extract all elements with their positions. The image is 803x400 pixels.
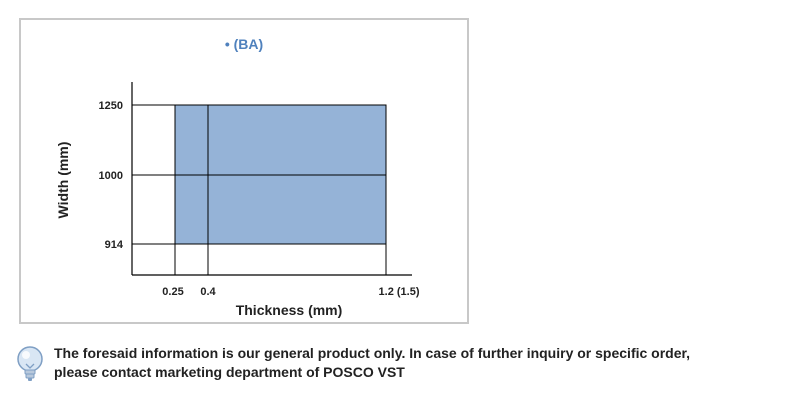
note-line-1: The foresaid information is our general … <box>54 345 691 361</box>
chart-panel: • (BA) 914 1000 1250 0.25 0.4 1.2 (1.5) Thickne… <box>19 18 469 324</box>
y-tick-label: 1250 <box>99 100 123 112</box>
chart-title: • (BA) <box>225 36 263 52</box>
y-axis-label: Width (mm) <box>55 142 71 219</box>
y-tick-label: 914 <box>105 239 124 251</box>
x-axis-label: Thickness (mm) <box>236 302 343 318</box>
lightbulb-icon <box>17 346 43 381</box>
y-tick-label: 1000 <box>99 170 123 182</box>
x-tick-label: 0.25 <box>162 286 183 298</box>
x-tick-label: 0.4 <box>200 286 216 298</box>
thickness-width-chart: • (BA) 914 1000 1250 0.25 0.4 1.2 (1.5) Thickne… <box>55 36 420 318</box>
note-line-2: please contact marketing department of P… <box>54 364 405 380</box>
x-tick-label: 1.2 (1.5) <box>379 286 420 298</box>
info-note: The foresaid information is our general … <box>14 344 799 388</box>
